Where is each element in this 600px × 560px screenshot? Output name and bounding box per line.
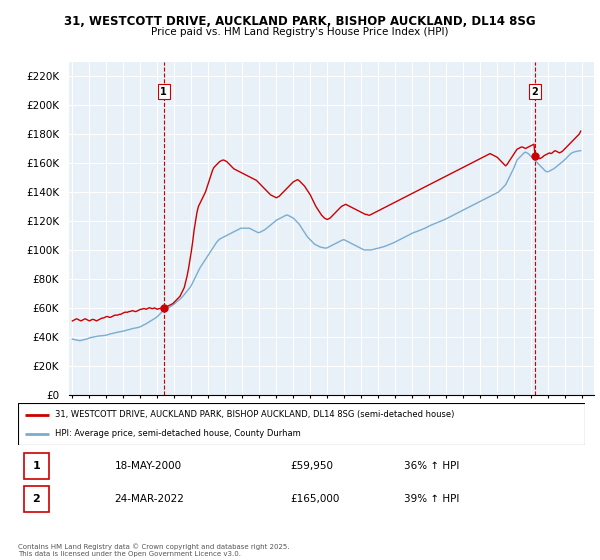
Text: 31, WESTCOTT DRIVE, AUCKLAND PARK, BISHOP AUCKLAND, DL14 8SG (semi-detached hous: 31, WESTCOTT DRIVE, AUCKLAND PARK, BISHO… bbox=[55, 410, 454, 419]
Text: 2: 2 bbox=[532, 87, 538, 96]
Text: £59,950: £59,950 bbox=[290, 461, 333, 472]
Text: 1: 1 bbox=[160, 87, 167, 96]
Text: Contains HM Land Registry data © Crown copyright and database right 2025.
This d: Contains HM Land Registry data © Crown c… bbox=[18, 544, 290, 557]
Text: 24-MAR-2022: 24-MAR-2022 bbox=[115, 494, 184, 504]
Text: 18-MAY-2000: 18-MAY-2000 bbox=[115, 461, 182, 472]
Text: HPI: Average price, semi-detached house, County Durham: HPI: Average price, semi-detached house,… bbox=[55, 430, 301, 438]
FancyBboxPatch shape bbox=[23, 454, 49, 479]
FancyBboxPatch shape bbox=[18, 403, 585, 445]
Text: £165,000: £165,000 bbox=[290, 494, 340, 504]
Text: 1: 1 bbox=[32, 461, 40, 472]
Text: Price paid vs. HM Land Registry's House Price Index (HPI): Price paid vs. HM Land Registry's House … bbox=[151, 27, 449, 37]
FancyBboxPatch shape bbox=[23, 486, 49, 512]
Text: 36% ↑ HPI: 36% ↑ HPI bbox=[404, 461, 459, 472]
Text: 2: 2 bbox=[32, 494, 40, 504]
Text: 39% ↑ HPI: 39% ↑ HPI bbox=[404, 494, 459, 504]
Text: 31, WESTCOTT DRIVE, AUCKLAND PARK, BISHOP AUCKLAND, DL14 8SG: 31, WESTCOTT DRIVE, AUCKLAND PARK, BISHO… bbox=[64, 15, 536, 28]
